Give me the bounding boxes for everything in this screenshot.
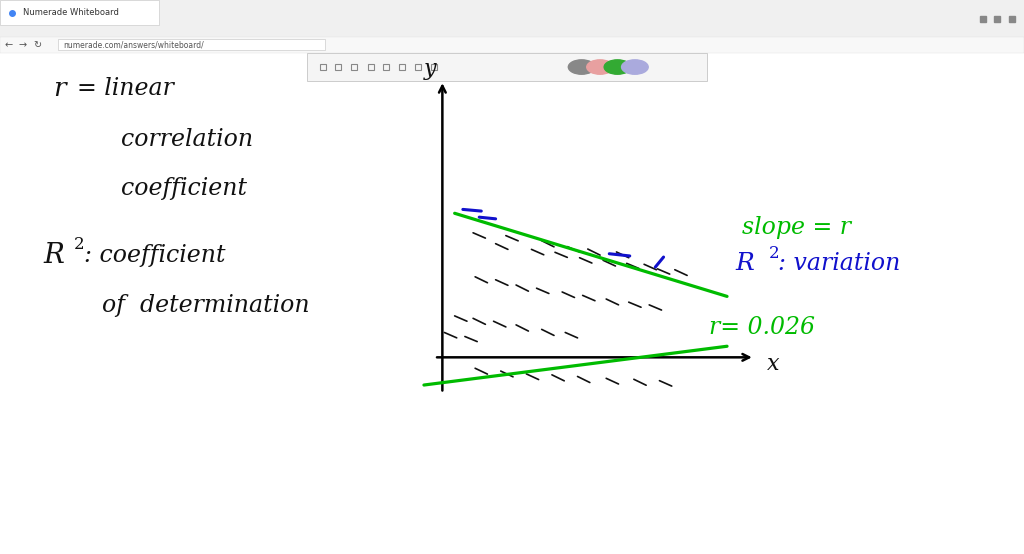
Text: r: r bbox=[53, 76, 66, 101]
Text: r= 0.026: r= 0.026 bbox=[709, 316, 815, 340]
Circle shape bbox=[604, 60, 631, 74]
Text: Numerade Whiteboard: Numerade Whiteboard bbox=[23, 8, 119, 17]
Text: x: x bbox=[767, 353, 779, 375]
Circle shape bbox=[622, 60, 648, 74]
Circle shape bbox=[587, 60, 613, 74]
Text: ↻: ↻ bbox=[33, 40, 41, 50]
Text: numerade.com/answers/whiteboard/: numerade.com/answers/whiteboard/ bbox=[63, 40, 204, 49]
Text: →: → bbox=[18, 40, 27, 50]
Text: ←: ← bbox=[4, 40, 12, 50]
Text: 2: 2 bbox=[74, 237, 84, 253]
Text: coefficient: coefficient bbox=[121, 177, 247, 200]
Circle shape bbox=[568, 60, 595, 74]
Bar bbox=[0, 0, 1024, 38]
Text: y: y bbox=[424, 58, 436, 80]
Bar bbox=[0, 37, 1024, 53]
Text: slope = r: slope = r bbox=[742, 216, 851, 239]
Text: : variation: : variation bbox=[778, 252, 901, 275]
Bar bbox=[58, 39, 325, 50]
Text: : coefficient: : coefficient bbox=[84, 244, 225, 268]
Text: 2: 2 bbox=[769, 245, 779, 261]
Text: of  determination: of determination bbox=[102, 294, 310, 317]
Text: R: R bbox=[43, 243, 63, 269]
Text: correlation: correlation bbox=[121, 128, 253, 151]
Text: = linear: = linear bbox=[77, 77, 174, 100]
Bar bbox=[307, 53, 707, 81]
Bar bbox=[0, 0, 159, 25]
Text: R: R bbox=[735, 252, 754, 275]
